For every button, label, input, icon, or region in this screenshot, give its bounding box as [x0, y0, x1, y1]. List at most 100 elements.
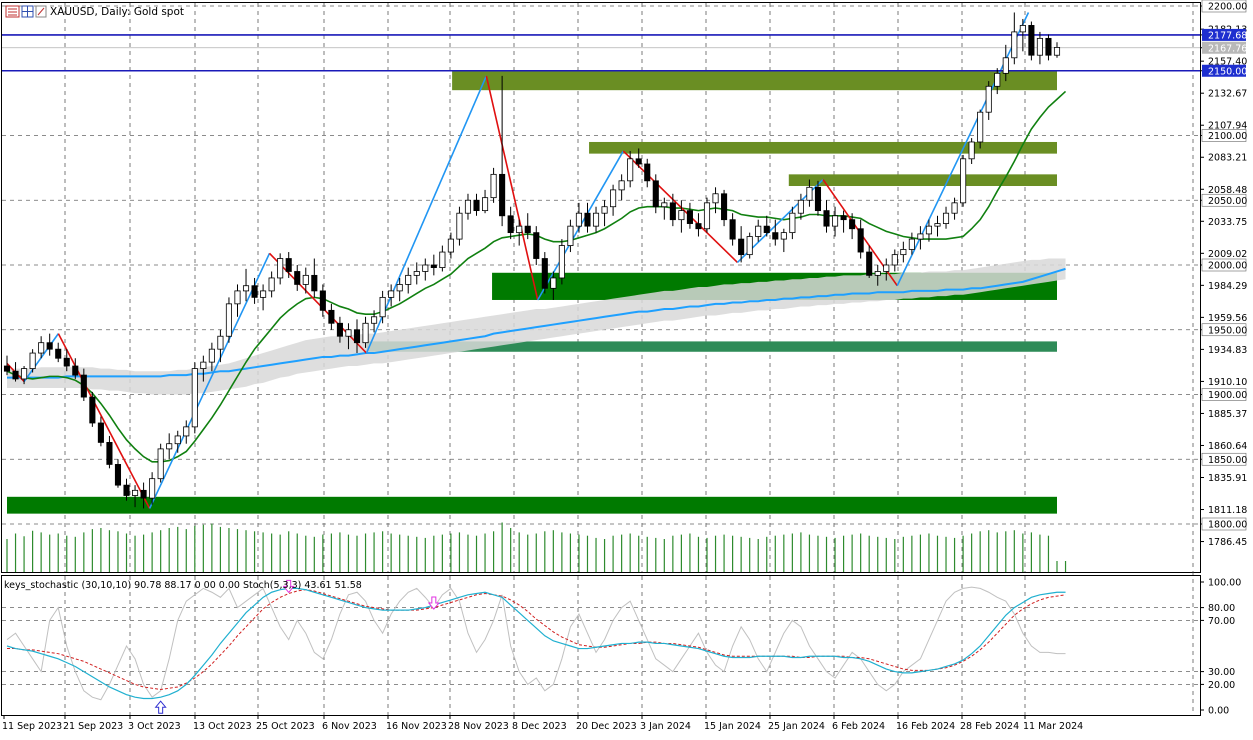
candle-bull [908, 238, 915, 250]
candles [3, 12, 1061, 509]
candle-bull [447, 238, 454, 253]
round-label-box [1201, 0, 1247, 13]
price-label: 1786.45 [1208, 537, 1247, 548]
stoch-label: 70.00 [1208, 616, 1235, 627]
candle-bull [1002, 57, 1009, 74]
time-label: 16 Feb 2024 [896, 721, 955, 732]
round-label-box [1201, 388, 1247, 401]
stoch-up-arrow-icon [154, 700, 167, 714]
candle-bull [388, 290, 395, 298]
candle-bear [114, 464, 122, 486]
candle-bear [763, 225, 770, 234]
candle-bull [806, 186, 813, 201]
candle-bear [823, 210, 830, 227]
round-label-box [1201, 323, 1247, 337]
time-label: 15 Jan 2024 [704, 721, 761, 732]
candle-bear [473, 199, 480, 212]
candle-bear [584, 212, 591, 227]
round-label-box [1201, 452, 1247, 466]
candle-bull [960, 158, 967, 204]
candle-bull [575, 212, 582, 227]
candle-bear [72, 365, 79, 376]
candle-bear [80, 374, 87, 398]
tools-icon[interactable] [35, 5, 47, 18]
zigzag-down-leg [268, 252, 368, 354]
price-label: 1959.56 [1208, 313, 1247, 324]
candle-bear [635, 158, 642, 165]
candle-bear [507, 215, 514, 234]
price-label: 2033.75 [1208, 217, 1247, 228]
chart-menu-icon[interactable] [5, 5, 20, 18]
chart-title: XAUUSD, Daily: Gold spot [50, 6, 184, 18]
candle-bull [132, 489, 139, 496]
round-label-box [1201, 129, 1247, 142]
candle-bull [191, 368, 198, 428]
time-axis: 11 Sep 2023 21 Sep 2023 3 Oct 2023 13 Oct 2… [2, 715, 1083, 732]
time-label: 16 Nov 2023 [386, 721, 447, 732]
price-label: 1984.29 [1208, 281, 1247, 292]
candle-bull [832, 215, 839, 227]
stoch-fast-line [6, 586, 1066, 701]
candle-bull [874, 271, 881, 276]
round-label: 2050.00 [1208, 196, 1247, 207]
horizontal-levels[interactable] [2, 34, 1200, 72]
round-label-box [1201, 258, 1247, 272]
candle-bear [849, 219, 856, 230]
candle-bull [985, 85, 992, 113]
grid-layout-icon[interactable] [21, 5, 34, 18]
price-label: 2083.21 [1208, 153, 1247, 164]
zone-olive [788, 174, 1057, 187]
candle-bear [353, 329, 361, 344]
candle-bear [524, 225, 531, 234]
candle-bull [490, 173, 497, 199]
price-label: 2058.48 [1208, 185, 1247, 196]
candle-bull [217, 335, 224, 350]
candle-bear [669, 202, 676, 221]
time-label: 3 Oct 2023 [128, 721, 181, 732]
level-label: 2177.68 [1208, 30, 1247, 41]
main-pane-frame [1, 2, 1201, 573]
stoch-label: 100.00 [1208, 578, 1241, 589]
candle-bear [106, 442, 113, 465]
time-label: 8 Dec 2023 [512, 721, 567, 732]
time-label: 20 Dec 2023 [576, 721, 637, 732]
candle-bear [644, 163, 651, 182]
candle-bear [772, 232, 779, 240]
stoch-signal-line [7, 589, 1066, 691]
candle-bear [652, 180, 659, 208]
candle-bear [840, 215, 847, 221]
candle-bull [942, 212, 950, 224]
stoch-pane-frame [1, 575, 1201, 716]
candle-bear [311, 274, 318, 292]
round-label: 1900.00 [1208, 390, 1247, 401]
candle-bull [396, 284, 403, 292]
time-label: 28 Nov 2023 [448, 721, 509, 732]
candle-bull [149, 478, 156, 499]
round-label: 1950.00 [1208, 325, 1247, 336]
candle-bull [968, 141, 975, 160]
candle-bear [541, 258, 548, 289]
candle-bear [866, 251, 873, 276]
stoch-label: 80.00 [1208, 603, 1235, 614]
candle-bull [883, 264, 890, 272]
price-label: 1811.18 [1208, 505, 1247, 516]
candle-bull [379, 296, 386, 318]
zone-olive [589, 141, 1057, 154]
price-label: 1885.37 [1208, 409, 1247, 420]
candle-bull [208, 348, 215, 363]
zigzag-down-leg [485, 75, 539, 301]
candle-bull [977, 111, 984, 143]
stoch-down-arrow-icon [282, 579, 295, 594]
candle-bear [55, 348, 62, 359]
candle-bear [729, 219, 736, 240]
candle-bear [533, 232, 540, 259]
candle-bull [703, 202, 711, 230]
candle-bull [1053, 47, 1061, 56]
zone-green [7, 496, 1057, 514]
candle-bull [260, 290, 267, 298]
ask-label: 2167.76 [1208, 43, 1247, 54]
stoch-axis: 100.00 80.00 70.00 30.00 20.00 0.00 [1200, 578, 1241, 717]
time-label: 13 Oct 2023 [193, 721, 252, 732]
